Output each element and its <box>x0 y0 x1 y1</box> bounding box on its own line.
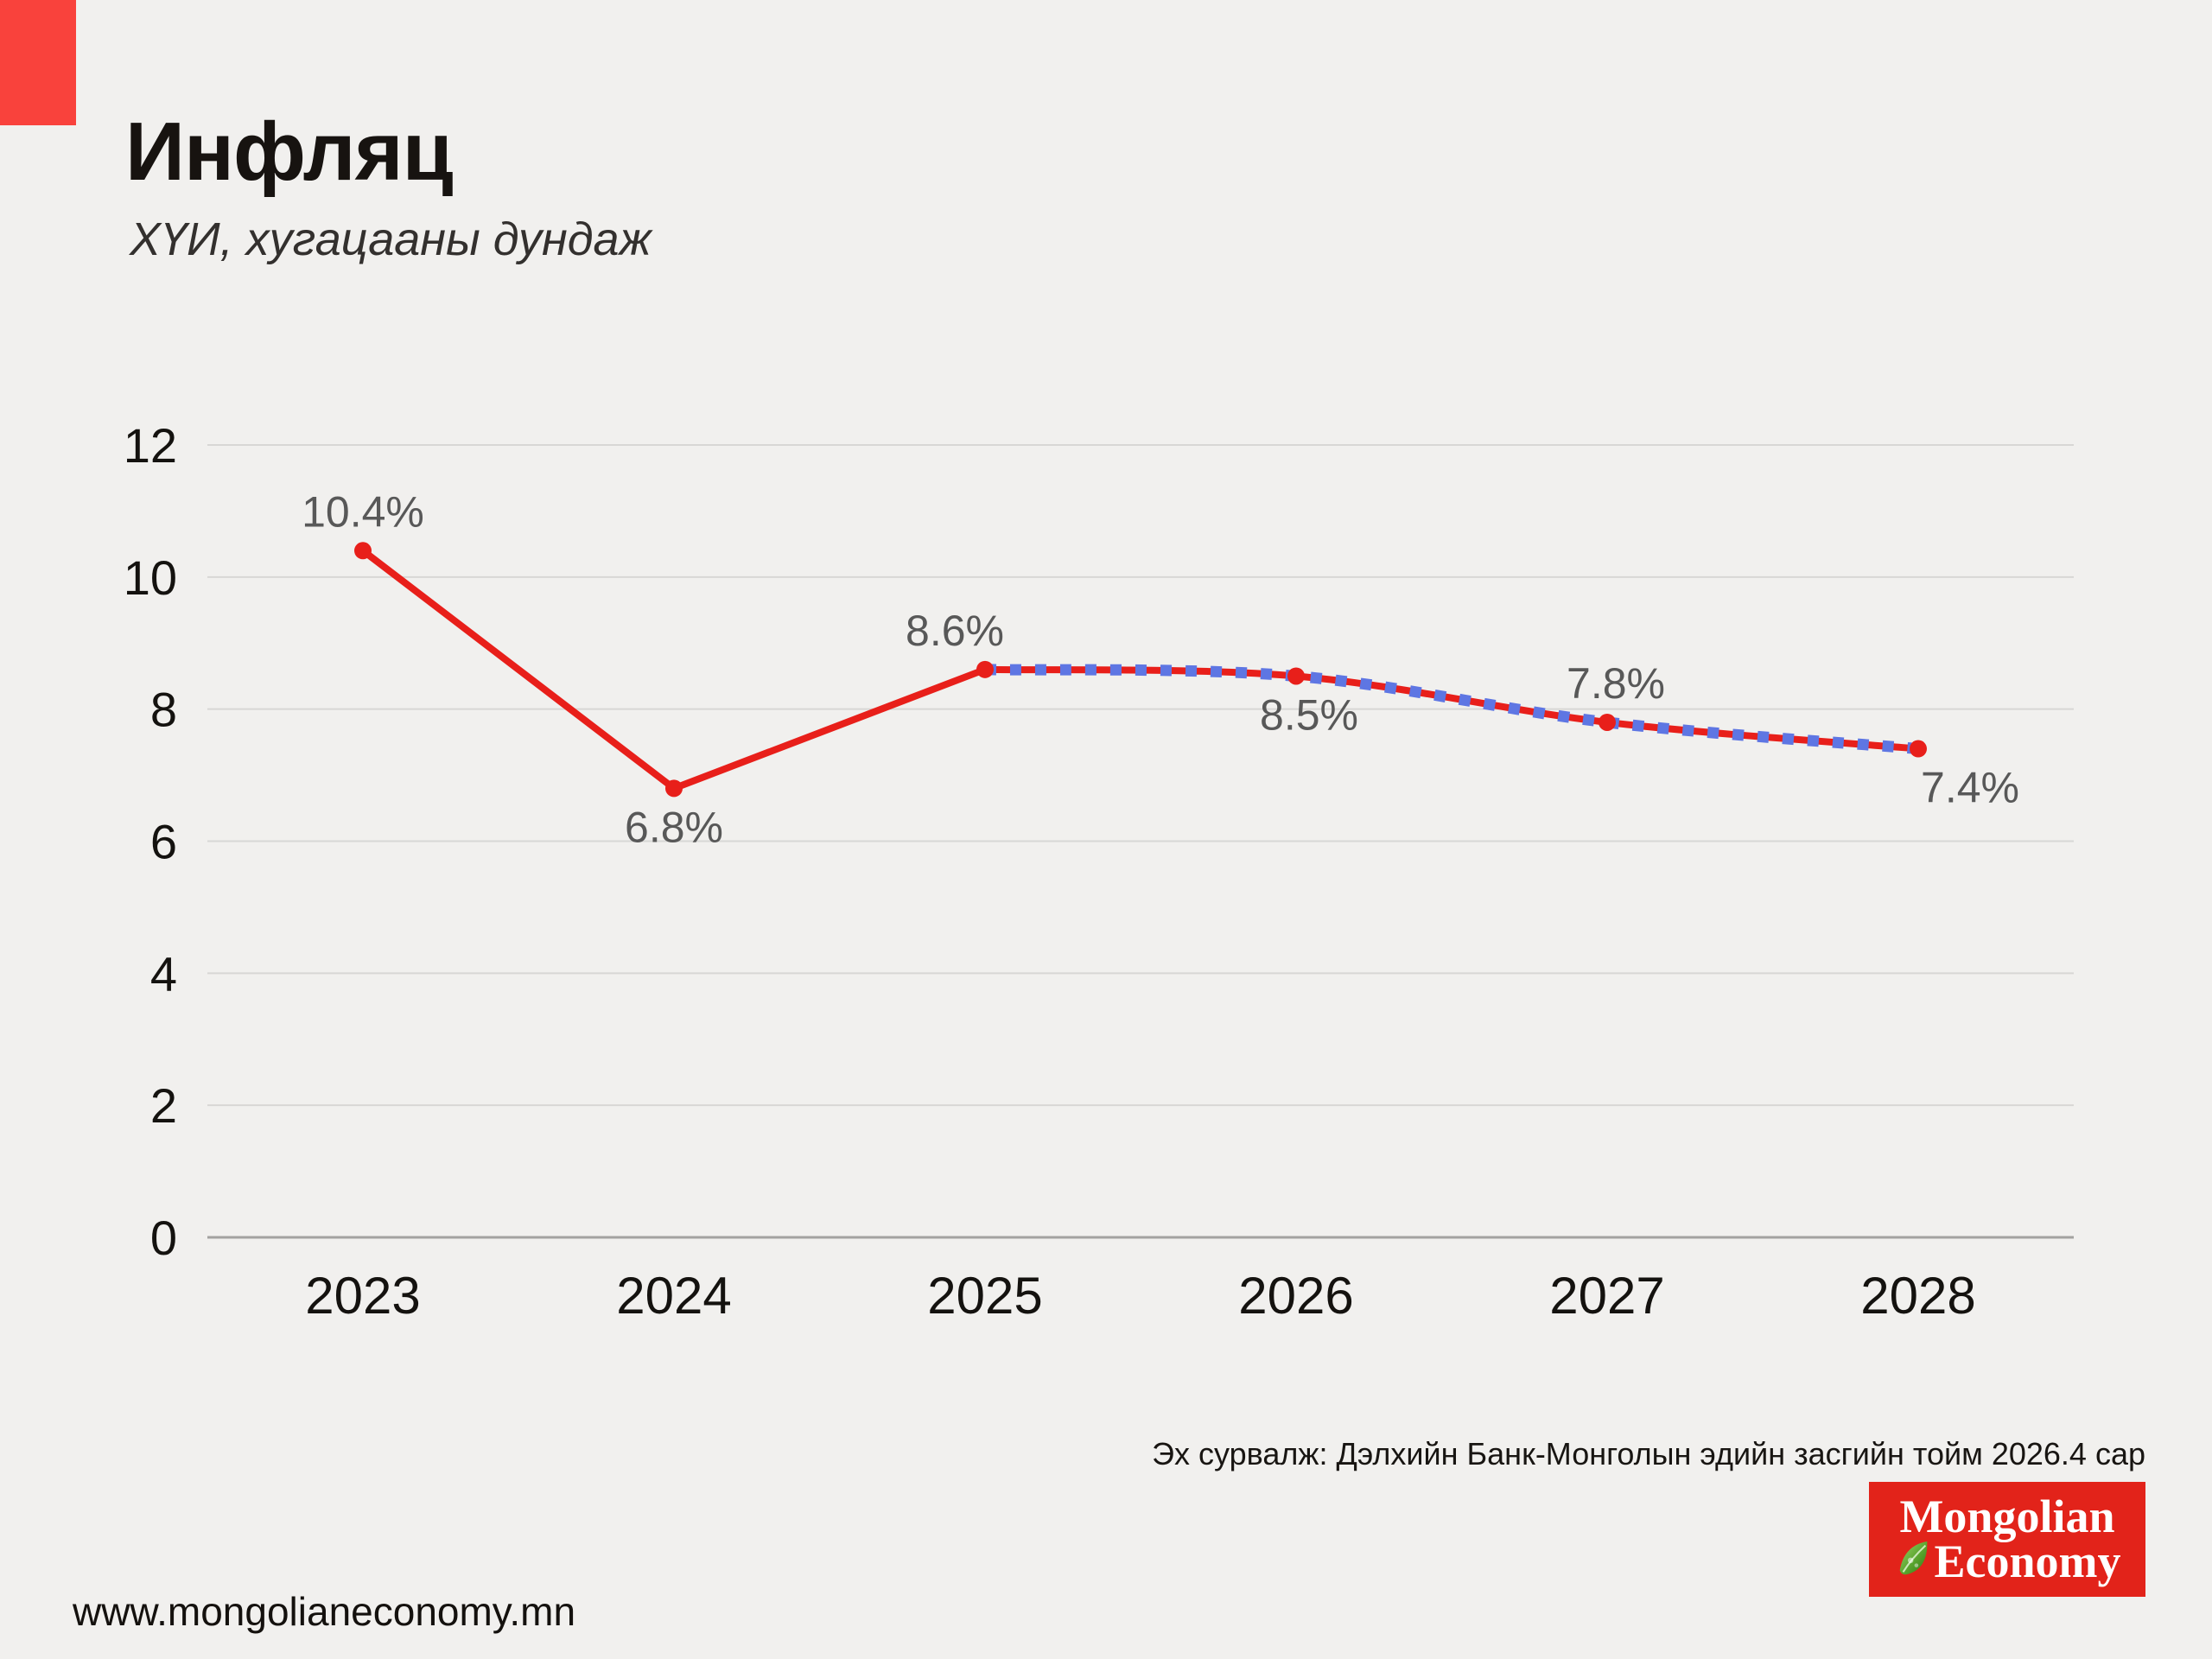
y-tick-label: 4 <box>150 946 177 1001</box>
data-point-marker <box>354 542 372 560</box>
y-tick-label: 12 <box>124 418 177 473</box>
y-tick-label: 6 <box>150 815 177 869</box>
data-label: 7.8% <box>1567 659 1665 708</box>
data-label: 7.4% <box>1921 764 2019 812</box>
forecast-line-dashes <box>984 664 1919 754</box>
x-axis-label: 2025 <box>927 1267 1042 1325</box>
y-tick-label: 2 <box>150 1078 177 1133</box>
logo-text-mongolian: Mongolian <box>1899 1491 2115 1543</box>
accent-bar <box>0 0 76 125</box>
source-note: Эх сурвалж: Дэлхийн Банк-Монголын эдийн … <box>1152 1436 2145 1471</box>
data-label: 10.4% <box>302 487 424 536</box>
x-axis-label: 2028 <box>1860 1267 1975 1325</box>
data-point-marker <box>1287 667 1305 685</box>
data-point-marker <box>1599 713 1616 731</box>
x-axis-label: 2026 <box>1238 1267 1353 1325</box>
logo-text-economy: Economy <box>1934 1535 2121 1587</box>
data-point-marker <box>1910 740 1927 758</box>
data-label: 8.5% <box>1260 690 1358 739</box>
data-label: 8.6% <box>906 607 1004 655</box>
y-tick-label: 0 <box>150 1211 177 1265</box>
x-axis-label: 2027 <box>1549 1267 1664 1325</box>
actual-line <box>359 547 988 792</box>
x-axis-label: 2023 <box>305 1267 420 1325</box>
logo-mongolian-economy: Mongolian Economy <box>1869 1482 2145 1597</box>
data-point-marker <box>976 660 994 678</box>
leaf-icon <box>1899 1541 1927 1575</box>
data-label: 6.8% <box>625 803 723 851</box>
y-tick-label: 8 <box>150 683 177 737</box>
website-url: www.mongolianeconomy.mn <box>73 1589 576 1634</box>
page-title: Инфляц <box>125 105 454 198</box>
y-tick-label: 10 <box>124 550 177 605</box>
page-subtitle: ХҮИ, хугацааны дундаж <box>130 213 652 265</box>
data-point-marker <box>665 779 683 798</box>
x-axis-label: 2024 <box>616 1267 731 1325</box>
